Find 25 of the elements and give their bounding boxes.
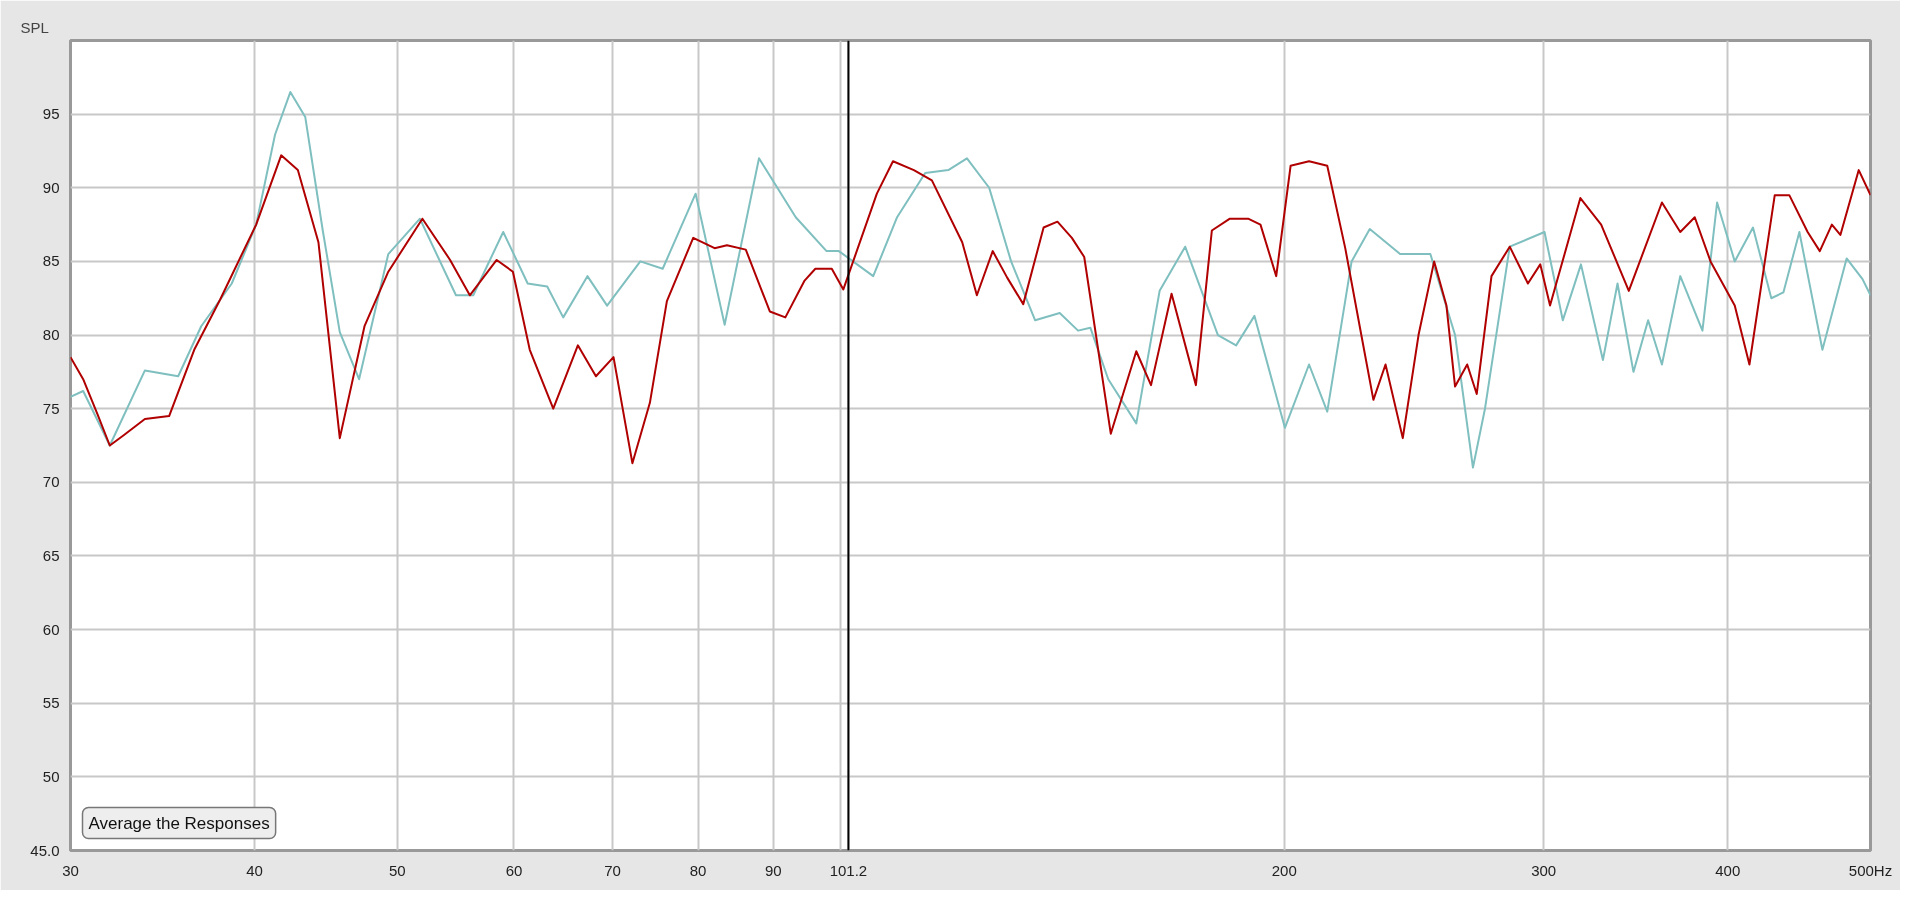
y-tick-label: 50 [42,767,60,785]
annotation: Average the Responses [88,813,270,833]
x-tick-label: 500Hz [1848,861,1893,879]
y-tick-label: 60 [42,620,60,638]
y-tick-label: 55 [42,694,60,712]
y-tick-label: 90 [42,178,60,196]
x-tick-label: 30 [62,861,79,879]
x-tick-label: 400 [1715,861,1741,879]
y-tick-label: 85 [42,252,60,270]
x-tick-label: 200 [1271,861,1297,879]
y-tick-label: 65 [42,546,60,564]
y-tick-label: 75 [42,399,60,417]
ref-line-label: 101.2 [829,861,868,879]
x-tick-label: 80 [689,861,707,879]
x-tick-label: 90 [765,861,782,879]
y-tick-label: 45.0 [30,841,60,859]
x-tick-label: 300 [1531,861,1557,879]
y-tick-label: 95 [42,105,60,123]
y-tick-label: 80 [42,326,60,344]
y-tick-label: 70 [42,473,60,491]
y-axis-title: SPL [20,18,49,36]
x-tick-label: 50 [388,861,406,879]
x-tick-label: 60 [505,861,523,879]
x-tick-label: 40 [246,861,263,879]
x-tick-label: 70 [604,861,621,879]
